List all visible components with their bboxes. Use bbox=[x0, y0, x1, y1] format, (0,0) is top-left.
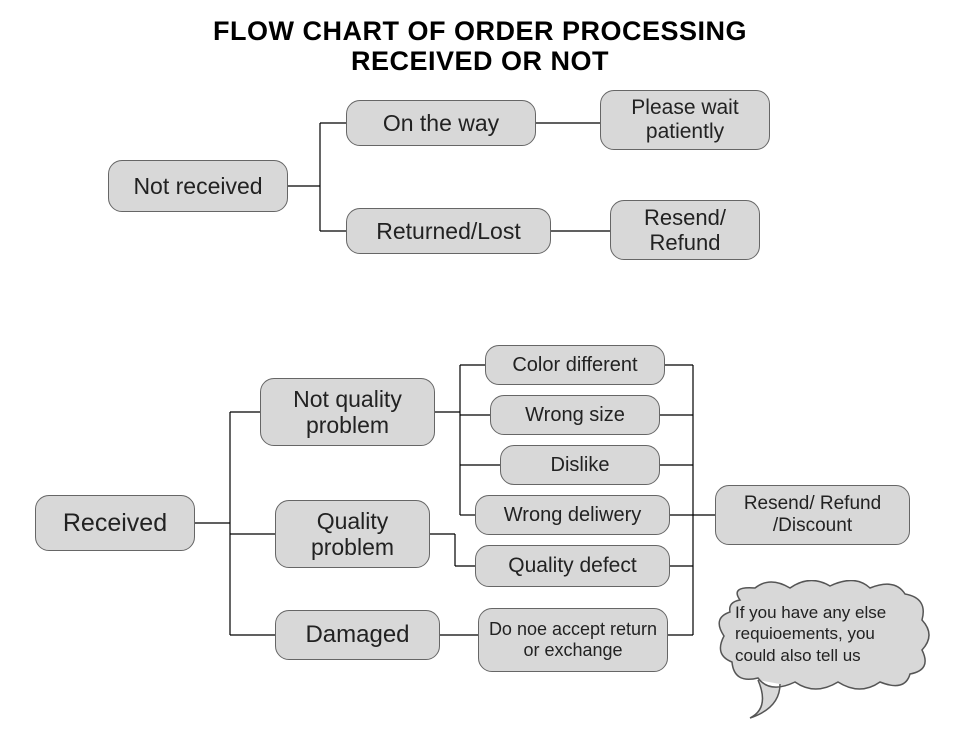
node-not-received: Not received bbox=[108, 160, 288, 212]
node-quality-defect: Quality defect bbox=[475, 545, 670, 587]
chart-title-line1: FLOW CHART OF ORDER PROCESSING bbox=[0, 16, 960, 47]
node-dislike: Dislike bbox=[500, 445, 660, 485]
node-on-the-way: On the way bbox=[346, 100, 536, 146]
node-received: Received bbox=[35, 495, 195, 551]
node-resend-refund-discount: Resend/ Refund /Discount bbox=[715, 485, 910, 545]
node-no-return: Do noe accept return or exchange bbox=[478, 608, 668, 672]
node-color-different: Color different bbox=[485, 345, 665, 385]
node-resend-refund: Resend/ Refund bbox=[610, 200, 760, 260]
node-quality: Quality problem bbox=[275, 500, 430, 568]
node-wrong-delivery: Wrong deliwery bbox=[475, 495, 670, 535]
speech-bubble-text: If you have any else requioements, you c… bbox=[735, 602, 920, 666]
node-returned-lost: Returned/Lost bbox=[346, 208, 551, 254]
node-damaged: Damaged bbox=[275, 610, 440, 660]
node-not-quality: Not quality problem bbox=[260, 378, 435, 446]
chart-title-line2: RECEIVED OR NOT bbox=[0, 46, 960, 77]
node-wrong-size: Wrong size bbox=[490, 395, 660, 435]
node-wait-patiently: Please wait patiently bbox=[600, 90, 770, 150]
